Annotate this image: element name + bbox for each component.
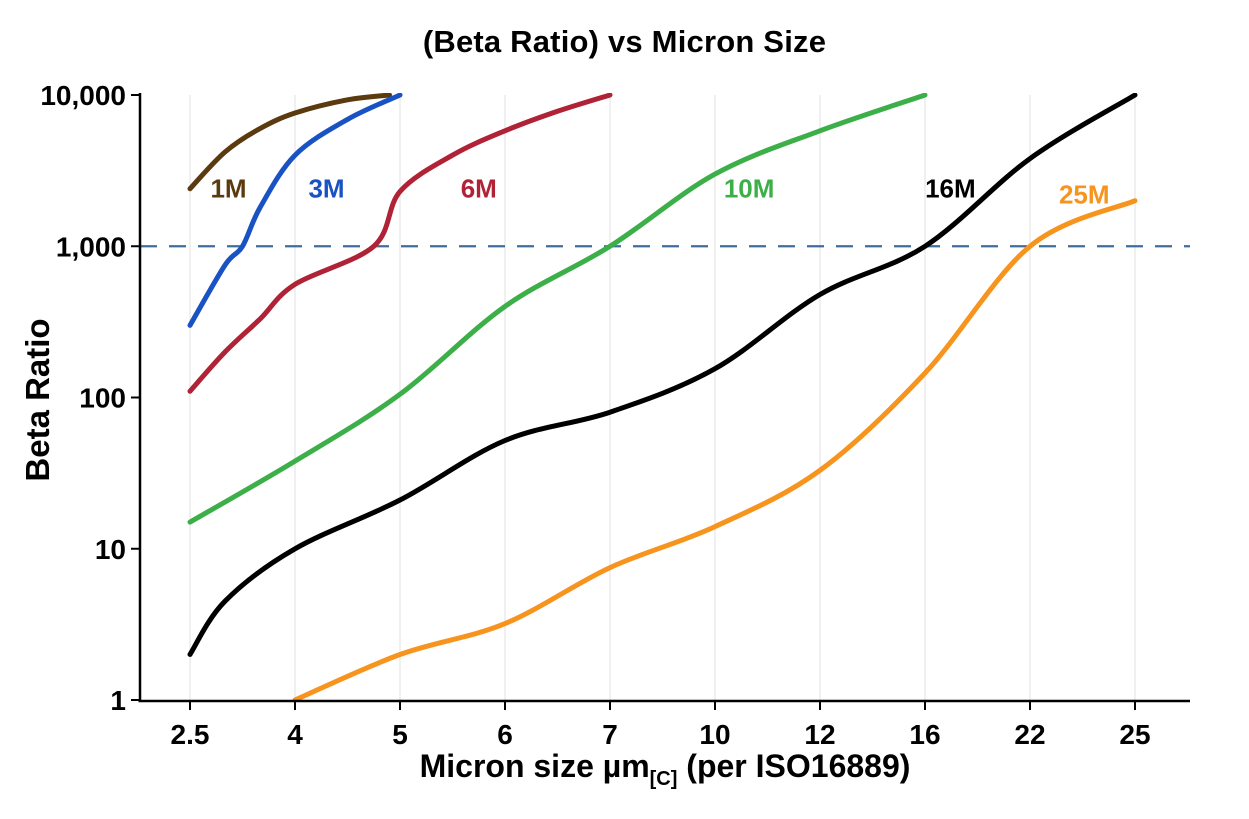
x-tick-label: 16 xyxy=(909,719,940,750)
y-tick-label: 1,000 xyxy=(56,231,126,262)
x-axis-title: Micron size µm[C] (per ISO16889) xyxy=(419,748,911,790)
x-tick-label: 5 xyxy=(392,719,408,750)
x-tick-label: 6 xyxy=(497,719,513,750)
series-label-25M: 25M xyxy=(1059,179,1110,209)
series-line-1M xyxy=(187,93,392,192)
series-line-25M xyxy=(292,198,1138,703)
y-axis-title: Beta Ratio xyxy=(19,318,56,482)
y-tick-label: 1 xyxy=(110,685,126,716)
x-axis-title-main: Micron size µm xyxy=(419,748,650,784)
x-axis-title-suffix: (per ISO16889) xyxy=(677,748,911,784)
series-label-3M: 3M xyxy=(308,174,344,204)
x-tick-label: 10 xyxy=(699,719,730,750)
series-label-10M: 10M xyxy=(724,174,775,204)
chart-title: (Beta Ratio) vs Micron Size xyxy=(422,24,827,59)
x-tick-label: 4 xyxy=(287,719,303,750)
series-label-1M: 1M xyxy=(210,174,246,204)
series-line-3M xyxy=(187,93,403,328)
x-tick-label: 2.5 xyxy=(171,719,210,750)
series-label-16M: 16M xyxy=(925,174,976,204)
x-tick-label: 12 xyxy=(804,719,835,750)
x-tick-label: 22 xyxy=(1014,719,1045,750)
x-axis-title-subscript: [C] xyxy=(649,768,678,790)
series-line-6M xyxy=(187,93,613,394)
series-line-16M xyxy=(187,93,1138,657)
series-line-10M xyxy=(187,93,928,525)
y-tick-label: 100 xyxy=(79,383,126,414)
y-tick-label: 10,000 xyxy=(40,80,126,111)
series-label-6M: 6M xyxy=(461,174,497,204)
x-tick-label: 25 xyxy=(1119,719,1150,750)
y-tick-label: 10 xyxy=(95,534,126,565)
x-tick-label: 7 xyxy=(602,719,618,750)
